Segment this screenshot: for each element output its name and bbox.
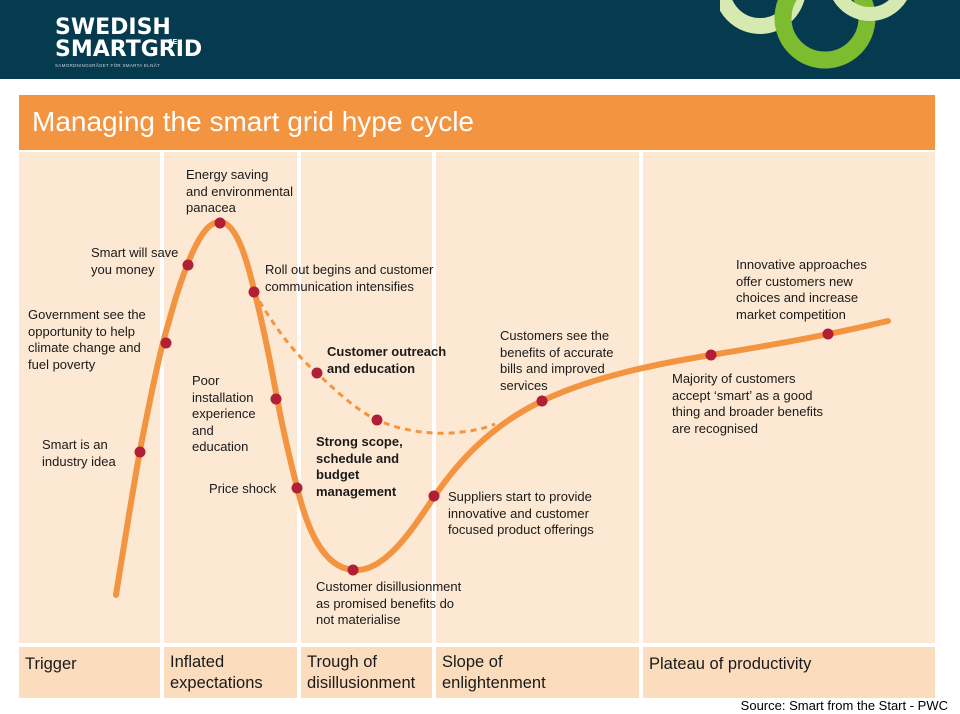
curve-point-dot — [291, 482, 303, 494]
annotation-energy-saving: Energy saving and environmental panacea — [186, 167, 293, 215]
logo-tagline: SAMORDNINGSRÅDET FÖR SMARTA ELNÄT — [55, 63, 160, 68]
annotation-price-shock: Price shock — [209, 481, 277, 496]
header-banner: SWEDISH SMARTGRID SE SAMORDNINGSRÅDET FÖ… — [0, 0, 960, 79]
curve-point-dot — [134, 446, 146, 458]
curve-point-dot — [182, 259, 194, 271]
column-plateau — [643, 152, 935, 643]
column-trigger — [19, 152, 160, 643]
curve-point-dot — [705, 349, 717, 361]
phase-slope: Slope of enlightenment — [436, 647, 639, 698]
phase-label-inflated: Inflated expectations — [170, 653, 263, 692]
phase-plateau: Plateau of productivity — [643, 647, 935, 698]
annotation-customers-see: Customers see the benefits of accurate b… — [500, 328, 614, 393]
annotation-save-money: Smart will save you money — [91, 245, 179, 277]
curve-point-dot — [371, 414, 383, 426]
curve-point-dot — [536, 395, 548, 407]
phase-label-slope: Slope of enlightenment — [442, 653, 546, 692]
diagram-title: Managing the smart grid hype cycle — [32, 106, 474, 137]
ring-light-left — [720, 0, 805, 34]
curve-point-dot — [428, 490, 440, 502]
annotation-strong-scope: Strong scope, schedule and budget manage… — [316, 434, 403, 499]
phase-label-trough: Trough of disillusionment — [307, 653, 416, 692]
phase-trigger: Trigger — [19, 647, 160, 698]
annotation-suppliers: Suppliers start to provide innovative an… — [448, 489, 594, 537]
curve-point-dot — [248, 286, 260, 298]
column-slope — [436, 152, 639, 643]
curve-point-dot — [214, 217, 226, 229]
ring-light-right — [833, 0, 907, 21]
curve-point-dot — [270, 393, 282, 405]
annotation-roll-out: Roll out begins and customer communicati… — [265, 262, 434, 294]
phase-inflated: Inflated expectations — [164, 647, 297, 698]
curve-point-dot — [822, 328, 834, 340]
annotation-industry-idea: Smart is an industry idea — [42, 437, 116, 469]
curve-point-dot — [311, 367, 323, 379]
annotation-majority: Majority of customers accept ‘smart’ as … — [672, 371, 824, 436]
curve-point-dot — [160, 337, 172, 349]
annotation-poor-installation: Poor installation experience and educati… — [192, 373, 256, 454]
rings-logo-graphic — [720, 0, 907, 69]
annotation-government: Government see the opportunity to help c… — [28, 307, 146, 372]
title-bar: Managing the smart grid hype cycle — [19, 95, 935, 150]
logo-superscript: SE — [168, 39, 178, 46]
phase-trough: Trough of disillusionment — [301, 647, 432, 698]
column-trough — [301, 152, 432, 643]
phase-label-trigger: Trigger — [25, 655, 77, 673]
logo-text-line1: SWEDISH — [55, 15, 171, 40]
hype-curve-main — [113, 218, 891, 598]
annotation-customer-outreach: Customer outreach and education — [327, 344, 447, 376]
curve-point-dot — [347, 564, 359, 576]
source-credit: Source: Smart from the Start - PWC — [740, 698, 948, 713]
annotation-disillusionment: Customer disillusionment as promised ben… — [316, 579, 462, 627]
logo-text-line2: SMARTGRID — [55, 37, 203, 62]
phase-label-plateau: Plateau of productivity — [649, 655, 812, 673]
annotation-innovative: Innovative approaches offer customers ne… — [736, 257, 867, 322]
